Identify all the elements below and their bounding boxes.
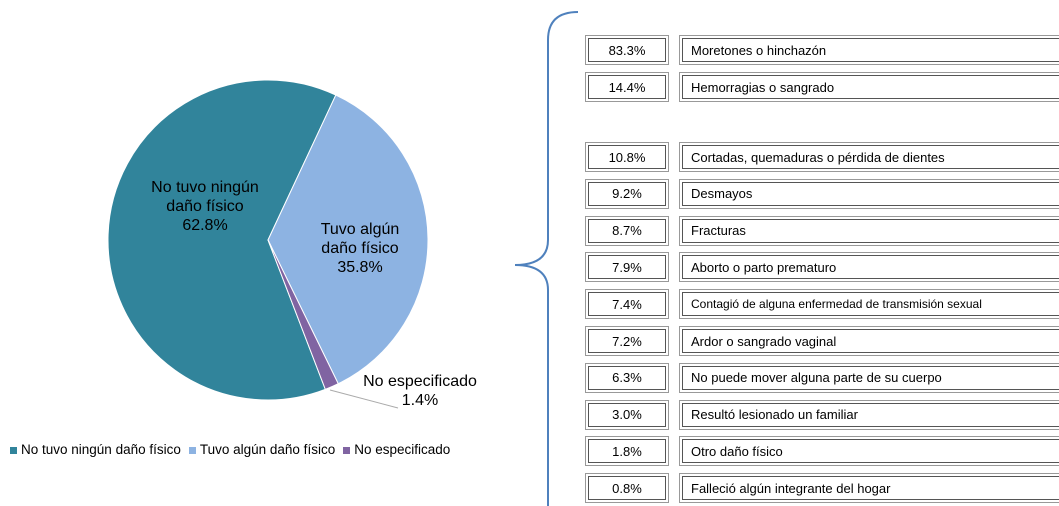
pie-slice xyxy=(267,94,429,385)
harm-label: Ardor o sangrado vaginal xyxy=(682,329,1059,353)
percent: 7.4% xyxy=(588,292,666,317)
percent: 14.4% xyxy=(588,75,666,99)
percent: 6.3% xyxy=(588,365,666,390)
percent: 3.0% xyxy=(588,402,666,427)
harm-label: Falleció algún integrante del hogar xyxy=(682,476,1059,501)
legend-item: No tuvo ningún daño físico xyxy=(10,442,181,457)
list-row: 6.3% No puede mover alguna parte de su cu… xyxy=(588,365,1059,390)
slice-label: Tuvo algún daño físico 35.8% xyxy=(310,220,410,277)
list-row: 7.2% Ardor o sangrado vaginal xyxy=(588,329,1059,353)
slice-label: No especificado 1.4% xyxy=(360,372,480,410)
harm-label: Desmayos xyxy=(682,181,1059,206)
list-row: 9.2% Desmayos xyxy=(588,181,1059,206)
pie-slice xyxy=(107,79,337,401)
legend-swatch xyxy=(343,446,351,454)
slice-value: 1.4% xyxy=(401,392,439,409)
harm-label: Fracturas xyxy=(682,218,1059,243)
slice-category: Tuvo algún daño físico xyxy=(320,221,400,257)
legend: No tuvo ningún daño físico Tuvo algún dañ… xyxy=(10,442,450,457)
percent: 1.8% xyxy=(588,439,666,464)
percent: 0.8% xyxy=(588,476,666,501)
bracket xyxy=(514,11,579,506)
list-row: 7.4% Contagió de alguna enfermedad de tra… xyxy=(588,292,1059,317)
list-row: 7.9% Aborto o parto prematuro xyxy=(588,255,1059,280)
slice-value: 62.8% xyxy=(182,217,228,234)
legend-swatch xyxy=(188,446,196,454)
harm-label: Aborto o parto prematuro xyxy=(682,255,1059,280)
slice-label: No tuvo ningún daño físico 62.8% xyxy=(150,178,260,235)
pie-slice xyxy=(267,239,339,391)
harm-label: Cortadas, quemaduras o pérdida de diente… xyxy=(682,145,1059,169)
list-row: 8.7% Fracturas xyxy=(588,218,1059,243)
harm-label: Otro daño físico xyxy=(682,439,1059,464)
list-row: 1.8% Otro daño físico xyxy=(588,439,1059,464)
slice-value: 35.8% xyxy=(337,259,383,276)
percent: 83.3% xyxy=(588,38,666,62)
slice-category: No especificado xyxy=(363,373,477,390)
percent: 9.2% xyxy=(588,181,666,206)
percent: 8.7% xyxy=(588,218,666,243)
legend-label: No tuvo ningún daño físico xyxy=(21,442,181,457)
legend-item: Tuvo algún daño físico xyxy=(188,442,336,457)
list-row: 10.8% Cortadas, quemaduras o pérdida de d… xyxy=(588,145,1059,169)
percent: 10.8% xyxy=(588,145,666,169)
list-row: 83.3% Moretones o hinchazón xyxy=(588,38,1059,62)
legend-swatch xyxy=(10,446,17,454)
harm-label: Hemorragias o sangrado xyxy=(682,75,1059,99)
list-row: 14.4% Hemorragias o sangrado xyxy=(588,75,1059,99)
harm-label: Contagió de alguna enfermedad de transmi… xyxy=(682,292,1059,317)
list-row: 0.8% Falleció algún integrante del hogar xyxy=(588,476,1059,501)
leader-line xyxy=(329,389,399,409)
slice-category: No tuvo ningún daño físico xyxy=(151,179,259,215)
legend-item: No especificado xyxy=(343,442,450,457)
harm-label: No puede mover alguna parte de su cuerpo xyxy=(682,365,1059,390)
percent: 7.9% xyxy=(588,255,666,280)
harm-label: Resultó lesionado un familiar xyxy=(682,402,1059,427)
list-row: 3.0% Resultó lesionado un familiar xyxy=(588,402,1059,427)
legend-label: No especificado xyxy=(354,442,451,457)
legend-label: Tuvo algún daño físico xyxy=(199,442,336,457)
percent: 7.2% xyxy=(588,329,666,353)
harm-label: Moretones o hinchazón xyxy=(682,38,1059,62)
